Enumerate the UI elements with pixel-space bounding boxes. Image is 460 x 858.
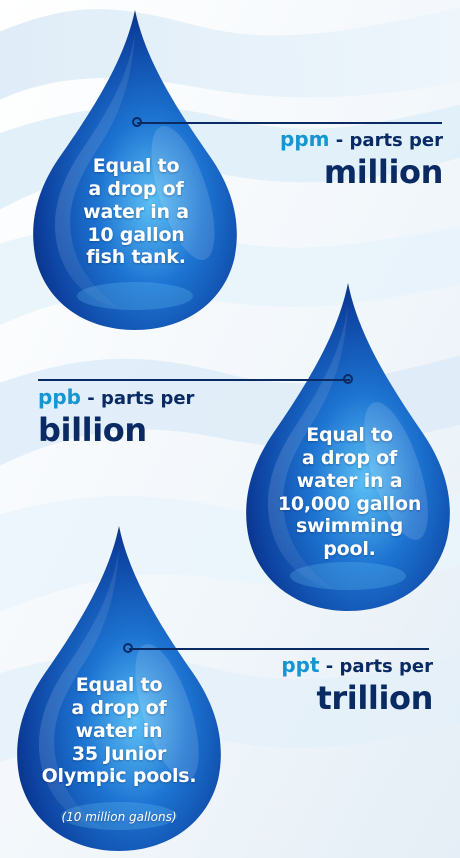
ppt-label: ppt - parts per trillion	[222, 654, 433, 716]
ppb-scale-word: billion	[38, 410, 147, 449]
ppb-abbreviation: ppb	[38, 385, 81, 409]
ppt-scale-word: trillion	[316, 678, 433, 717]
ppm-description: Equal to a drop of water in a 10 gallon …	[66, 136, 206, 288]
ppt-description-note: (10 million gallons)	[61, 810, 177, 825]
ppb-label: ppb - parts per billion	[38, 386, 268, 448]
ppt-description: Equal to a drop of water in 35 Junior Ol…	[13, 655, 225, 844]
ppm-description-main: Equal to a drop of water in a 10 gallon …	[83, 155, 189, 269]
ppb-label-prefix: - parts per	[80, 388, 195, 409]
ppm-connector-line	[137, 122, 442, 124]
ppb-water-drop	[242, 283, 454, 611]
ppt-connector-line	[129, 648, 429, 650]
ppb-connector-dot	[343, 374, 353, 384]
ppb-description: Equal to a drop of water in a 10,000 gal…	[262, 405, 437, 580]
ppm-abbreviation: ppm	[280, 127, 330, 151]
ppb-description-main: Equal to a drop of water in a 10,000 gal…	[277, 424, 422, 561]
ppt-connector-dot	[123, 643, 133, 653]
ppt-water-drop	[13, 526, 225, 851]
ppm-connector-dot	[132, 117, 142, 127]
ppm-scale-word: million	[323, 152, 444, 191]
ppt-abbreviation: ppt	[281, 653, 320, 677]
ppm-label-prefix: - parts per	[329, 130, 443, 151]
ppm-water-drop	[29, 10, 241, 330]
ppt-description-main: Equal to a drop of water in 35 Junior Ol…	[41, 674, 197, 788]
ppt-label-prefix: - parts per	[319, 656, 433, 677]
ppb-connector-line	[38, 379, 350, 381]
ppm-label: ppm - parts per million	[238, 128, 443, 190]
